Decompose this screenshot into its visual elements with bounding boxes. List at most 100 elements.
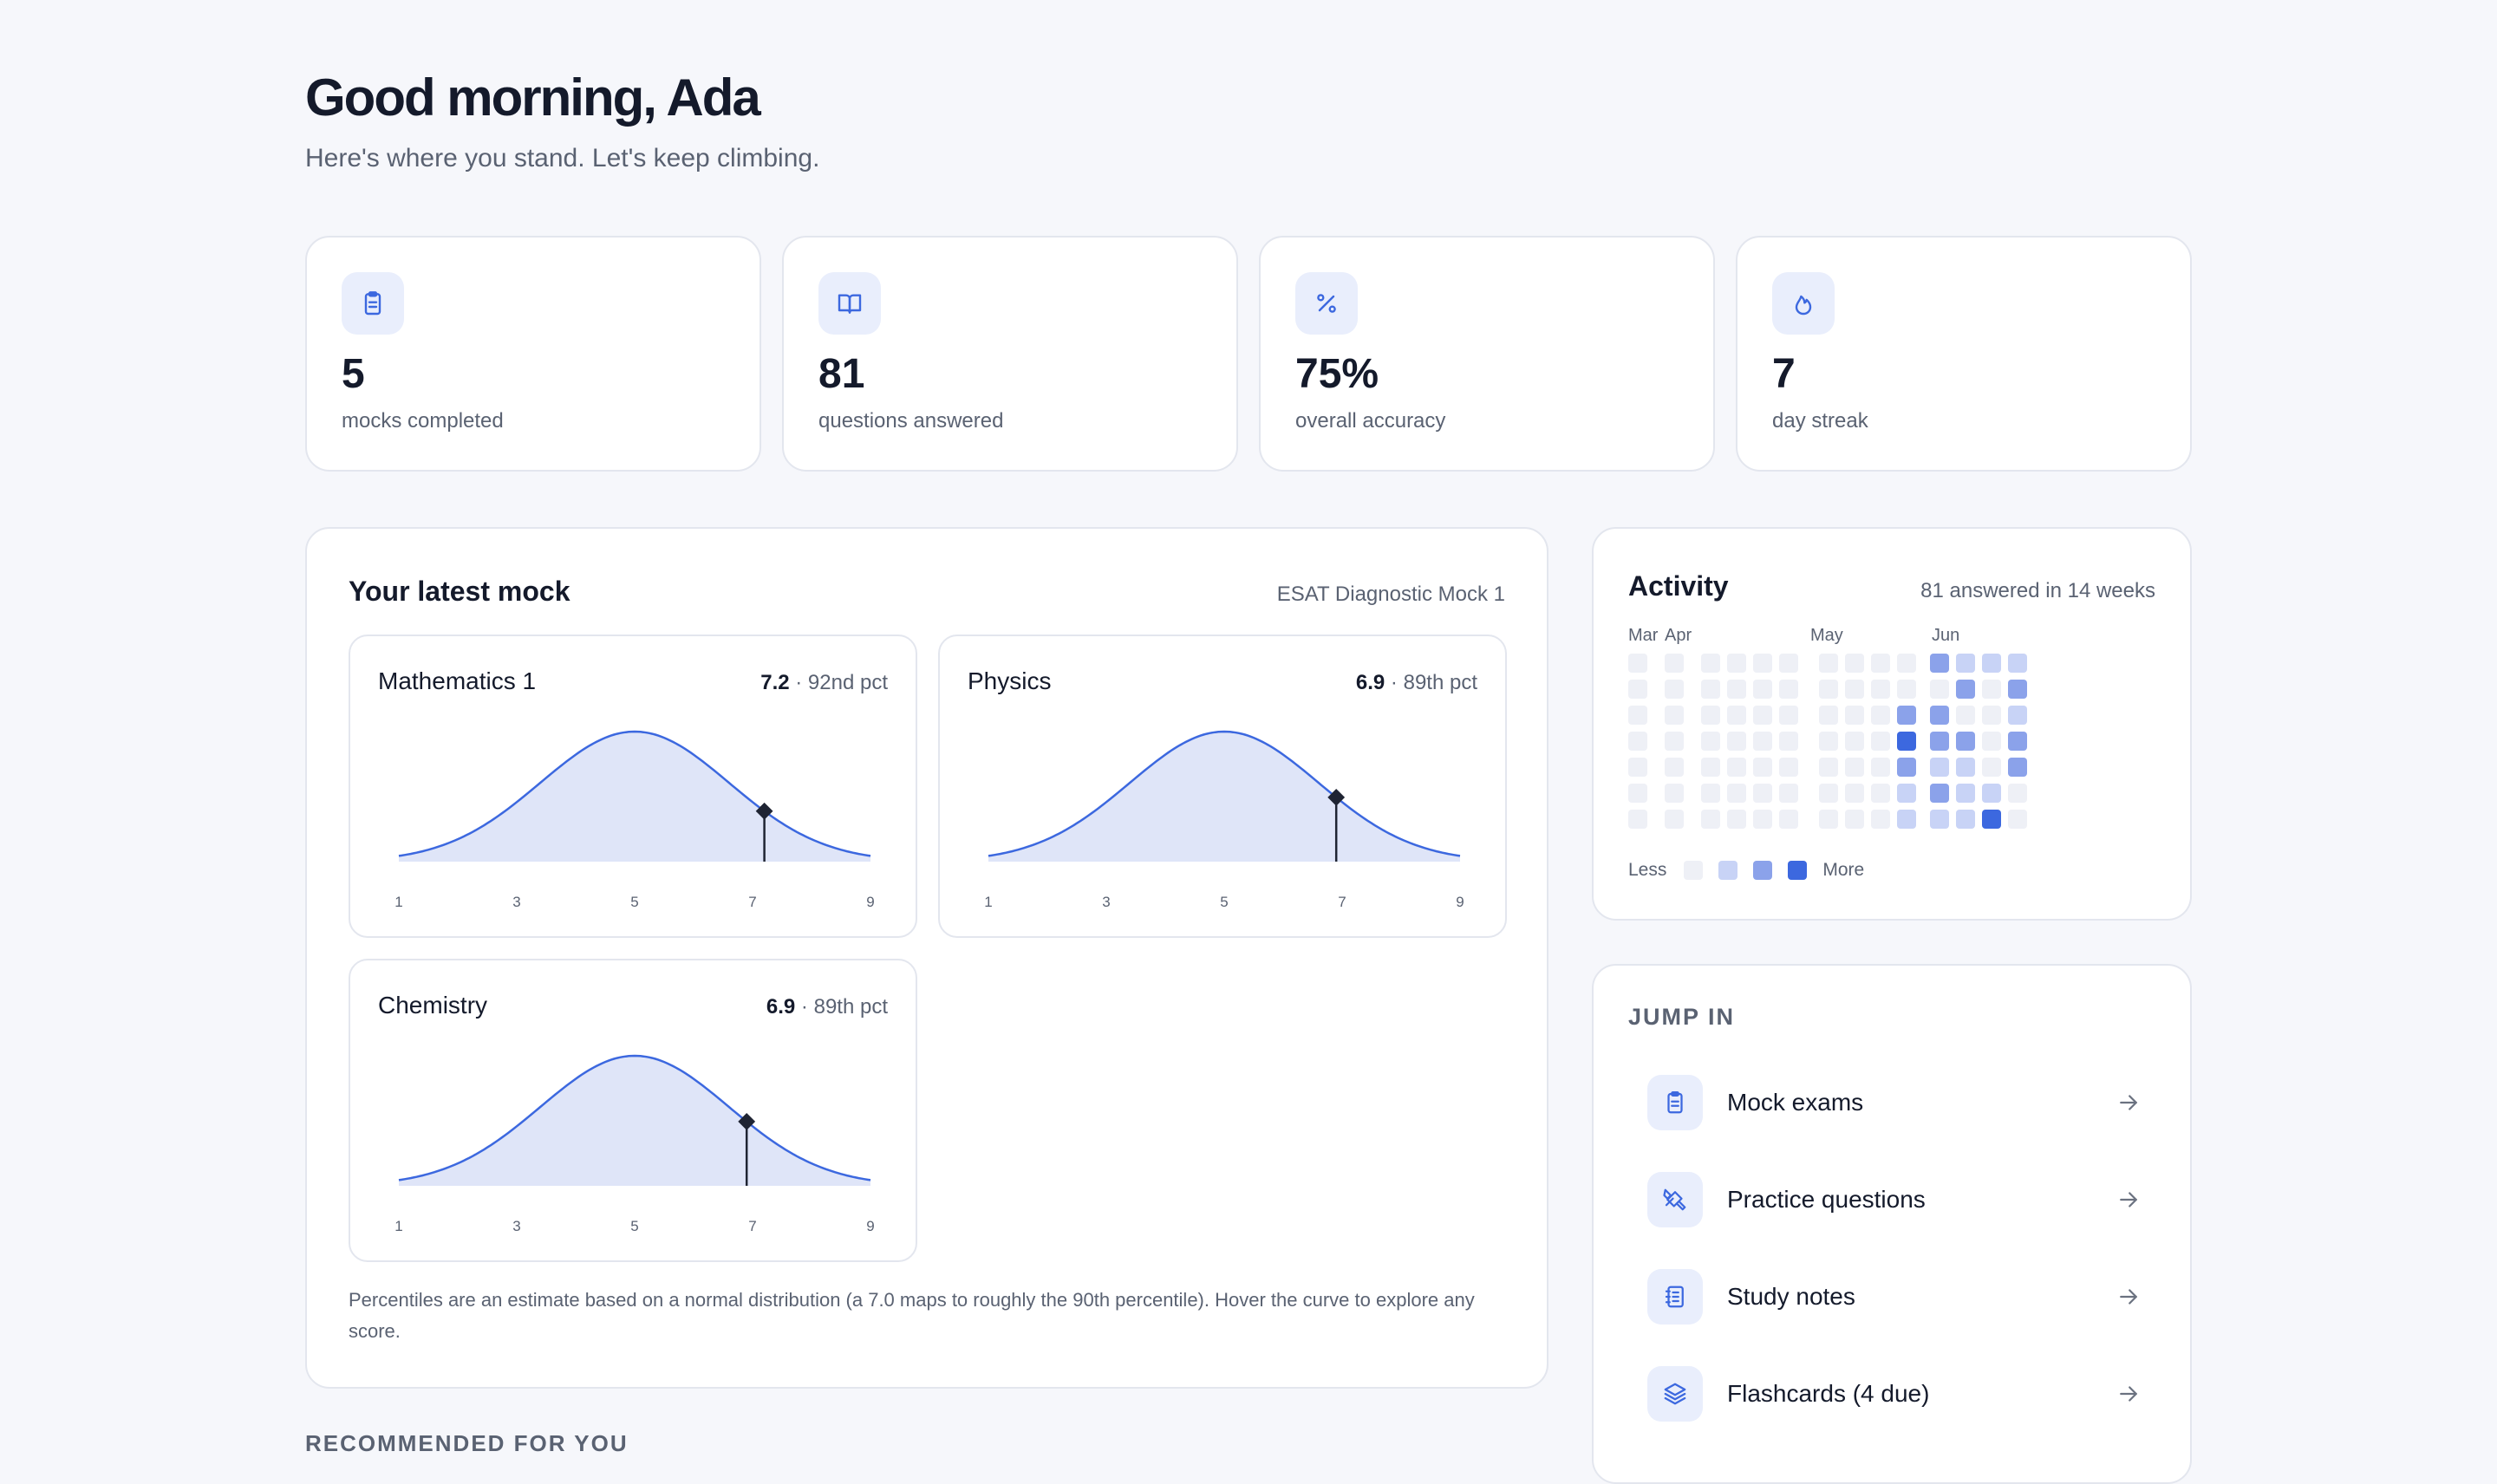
activity-cell — [1628, 654, 1647, 673]
activity-cell — [2008, 810, 2027, 829]
activity-cell — [1897, 758, 1916, 777]
x-tick-label: 3 — [512, 894, 520, 910]
activity-cell — [1665, 810, 1684, 829]
activity-cell — [1727, 654, 1746, 673]
recommended-section-title: RECOMMENDED FOR YOU — [305, 1430, 629, 1456]
activity-cell — [1982, 784, 2001, 803]
x-tick-label: 5 — [1220, 894, 1228, 910]
activity-cell — [1897, 706, 1916, 725]
activity-cell — [1701, 732, 1720, 751]
activity-cell — [1871, 654, 1890, 673]
stat-value: 7 — [1772, 351, 1796, 397]
activity-cell — [2008, 654, 2027, 673]
subject-card-maths[interactable]: Mathematics 1 7.2 · 92nd pct 1 3 5 7 9 — [349, 635, 917, 938]
stat-card-questions: 81 questions answered — [782, 236, 1238, 472]
stat-value: 75% — [1295, 351, 1379, 397]
arrow-right-icon — [2120, 1095, 2137, 1110]
legend-level-3 — [1788, 861, 1808, 880]
score-percentile: · 89th pct — [1385, 671, 1477, 694]
tools-icon — [1647, 1172, 1703, 1227]
activity-cell — [1628, 732, 1647, 751]
activity-cell — [2008, 680, 2027, 699]
activity-cell — [1819, 706, 1838, 725]
activity-cell — [1701, 810, 1720, 829]
activity-cell — [1819, 784, 1838, 803]
activity-cell — [1871, 784, 1890, 803]
jump-in-title: JUMP IN — [1628, 1004, 1736, 1030]
jump-item-flashcards[interactable]: Flashcards (4 due) — [1647, 1363, 2142, 1425]
activity-cell — [1665, 784, 1684, 803]
activity-cell — [1897, 654, 1916, 673]
activity-cell — [1779, 680, 1798, 699]
stat-label: questions answered — [818, 409, 1004, 433]
x-tick-label: 1 — [394, 1218, 402, 1234]
legend-level-0 — [1684, 861, 1704, 880]
activity-cell — [1897, 810, 1916, 829]
legend-level-1 — [1718, 861, 1738, 880]
x-tick-label: 1 — [394, 894, 402, 910]
score-percentile: · 89th pct — [795, 995, 888, 1019]
subject-card-physics[interactable]: Physics 6.9 · 89th pct 1 3 5 7 9 — [938, 635, 1507, 938]
jump-item-study-notes[interactable]: Study notes — [1647, 1266, 2142, 1328]
activity-cell — [1628, 810, 1647, 829]
activity-cell — [1956, 732, 1975, 751]
activity-legend: Less More — [1628, 860, 1864, 881]
stat-card-mocks: 5 mocks completed — [305, 236, 761, 472]
activity-cell — [1845, 784, 1864, 803]
activity-cell — [1779, 706, 1798, 725]
activity-cell — [1665, 706, 1684, 725]
subject-score: 6.9 · 89th pct — [1356, 671, 1477, 695]
activity-cell — [1982, 810, 2001, 829]
stat-card-streak: 7 day streak — [1736, 236, 2192, 472]
jump-item-mock-exams[interactable]: Mock exams — [1647, 1071, 2142, 1134]
score-value: 6.9 — [1355, 671, 1385, 694]
activity-cell — [1779, 758, 1798, 777]
activity-cell — [1897, 680, 1916, 699]
activity-cell — [1982, 758, 2001, 777]
subject-score: 7.2 · 92nd pct — [760, 671, 888, 695]
stat-value: 5 — [342, 351, 365, 397]
subject-name: Chemistry — [378, 992, 488, 1019]
activity-cell — [1727, 680, 1746, 699]
subject-card-chemistry[interactable]: Chemistry 6.9 · 89th pct 1 3 5 7 9 — [349, 959, 917, 1262]
score-distribution-chart[interactable]: 1 3 5 7 9 — [940, 706, 1509, 931]
activity-cell — [1779, 654, 1798, 673]
distribution-curve[interactable] — [988, 730, 1461, 857]
book-open-icon — [818, 272, 881, 335]
jump-in-card: JUMP IN Mock exams Practice questions St… — [1592, 964, 2192, 1484]
activity-cell — [1930, 706, 1949, 725]
percentile-footnote: Percentiles are an estimate based on a n… — [349, 1289, 1475, 1342]
activity-cell — [1628, 680, 1647, 699]
activity-cell — [1819, 732, 1838, 751]
score-percentile: · 92nd pct — [789, 671, 888, 694]
activity-cell — [1930, 732, 1949, 751]
activity-cell — [1701, 784, 1720, 803]
x-tick-label: 3 — [512, 1218, 520, 1234]
percent-icon — [1295, 272, 1358, 335]
activity-cell — [1779, 810, 1798, 829]
jump-item-practice-questions[interactable]: Practice questions — [1647, 1168, 2142, 1231]
subject-name: Physics — [968, 667, 1052, 694]
subject-score: 6.9 · 89th pct — [766, 995, 888, 1019]
latest-mock-card: Your latest mock ESAT Diagnostic Mock 1 … — [305, 527, 1548, 1389]
distribution-curve[interactable] — [398, 1054, 871, 1181]
layers-icon — [1647, 1366, 1703, 1422]
dashboard-page: Good morning, Ada Here's where you stand… — [305, 68, 2192, 1484]
activity-cell — [1956, 810, 1975, 829]
latest-mock-title: Your latest mock — [349, 576, 570, 607]
month-label: May — [1810, 626, 1843, 645]
activity-cell — [1930, 810, 1949, 829]
activity-cell — [1753, 784, 1772, 803]
activity-cell — [2008, 784, 2027, 803]
stat-label: overall accuracy — [1295, 409, 1446, 433]
activity-cell — [1982, 654, 2001, 673]
score-distribution-chart[interactable]: 1 3 5 7 9 — [350, 1030, 919, 1255]
score-value: 6.9 — [766, 995, 796, 1019]
distribution-curve[interactable] — [398, 730, 871, 857]
score-distribution-chart[interactable]: 1 3 5 7 9 — [350, 706, 919, 931]
activity-cell — [1819, 758, 1838, 777]
x-tick-label: 1 — [984, 894, 992, 910]
month-label: Apr — [1665, 626, 1692, 645]
score-value: 7.2 — [760, 671, 790, 694]
activity-months: Mar Apr May Jun — [1628, 626, 2114, 647]
